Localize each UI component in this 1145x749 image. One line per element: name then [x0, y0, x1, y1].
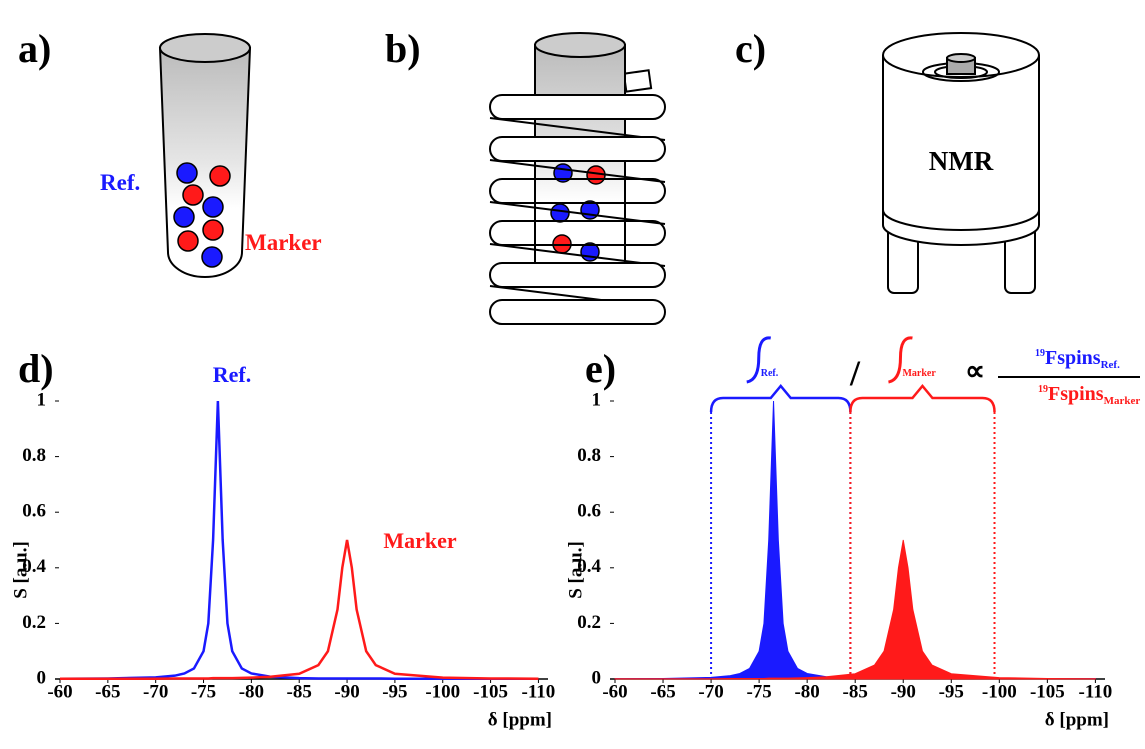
x-axis-label: δ [ppm] [488, 709, 552, 730]
x-tick-label: -95 [939, 681, 964, 702]
subscript: Ref. [1101, 359, 1120, 371]
brace [849, 384, 996, 413]
x-axis-label: δ [ppm] [1045, 709, 1109, 730]
area [614, 400, 1096, 680]
line [60, 539, 539, 680]
area [614, 539, 1096, 680]
subscript: Marker [1104, 395, 1141, 407]
isotope: 19 [1035, 348, 1045, 359]
coil [489, 32, 666, 325]
series-label: Marker [383, 528, 457, 553]
x-tick-label: -80 [239, 681, 264, 702]
x-tick-label: -70 [143, 681, 168, 702]
x-tick-label: -60 [47, 681, 72, 702]
marker-label: Marker [245, 230, 322, 255]
y-tick-label: 0.4 [22, 556, 46, 577]
x-tick-label: -105 [1030, 681, 1065, 702]
y-tick-label: 0.2 [577, 612, 601, 633]
y-tick-label: 1 [592, 389, 602, 410]
integral-subscript: Ref. [761, 368, 779, 379]
x-tick-label: -100 [982, 681, 1017, 702]
panel-label: d) [18, 346, 54, 391]
x-tick-label: -60 [602, 681, 627, 702]
x-tick-label: -65 [650, 681, 675, 702]
x-tick-label: -80 [794, 681, 819, 702]
y-tick-label: 1 [37, 389, 47, 410]
series-label: Ref. [213, 362, 251, 387]
proportional-sign: ∝ [965, 356, 985, 387]
x-tick-label: -100 [425, 681, 460, 702]
panel-label: c) [735, 26, 766, 71]
ref-label: Ref. [100, 170, 140, 195]
x-tick-label: -85 [287, 681, 312, 702]
y-tick-label: 0 [592, 667, 602, 688]
x-tick-label: -85 [843, 681, 868, 702]
y-axis-label: S [a.u.] [565, 541, 586, 599]
y-tick-label: 0.6 [577, 501, 601, 522]
x-tick-label: -65 [95, 681, 120, 702]
brace [709, 384, 852, 413]
x-tick-label: -75 [746, 681, 771, 702]
nmr-label: NMR [929, 146, 994, 176]
x-tick-label: -95 [382, 681, 407, 702]
line [59, 400, 539, 680]
y-tick-label: 0.6 [22, 501, 46, 522]
x-tick-label: -110 [522, 681, 556, 702]
y-tick-label: 0 [37, 667, 47, 688]
tube [158, 33, 252, 278]
integral-sign [746, 336, 771, 384]
y-tick-label: 0.2 [22, 612, 46, 633]
x-tick-label: -90 [891, 681, 916, 702]
panel-label: b) [385, 26, 421, 71]
panel-label: a) [18, 26, 51, 71]
y-tick-label: 0.8 [22, 445, 46, 466]
integral-subscript: Marker [902, 368, 936, 379]
x-tick-label: -70 [698, 681, 723, 702]
isotope: 19 [1038, 384, 1048, 395]
quantity: Fspins [1048, 383, 1104, 405]
x-tick-label: -90 [334, 681, 359, 702]
fraction-term: 19FspinsMarker [1038, 383, 1140, 407]
x-tick-label: -110 [1079, 681, 1113, 702]
divide-sign: / [849, 353, 861, 393]
y-tick-label: 0.4 [577, 556, 601, 577]
integral-sign [888, 336, 913, 384]
x-tick-label: -105 [473, 681, 508, 702]
y-tick-label: 0.8 [577, 445, 601, 466]
panel-label: e) [585, 346, 616, 391]
x-tick-label: -75 [191, 681, 216, 702]
nmr-magnet [882, 32, 1040, 294]
y-axis-label: S [a.u.] [10, 541, 31, 599]
quantity: Fspins [1045, 347, 1101, 369]
fraction-term: 19FspinsRef. [1035, 347, 1120, 371]
